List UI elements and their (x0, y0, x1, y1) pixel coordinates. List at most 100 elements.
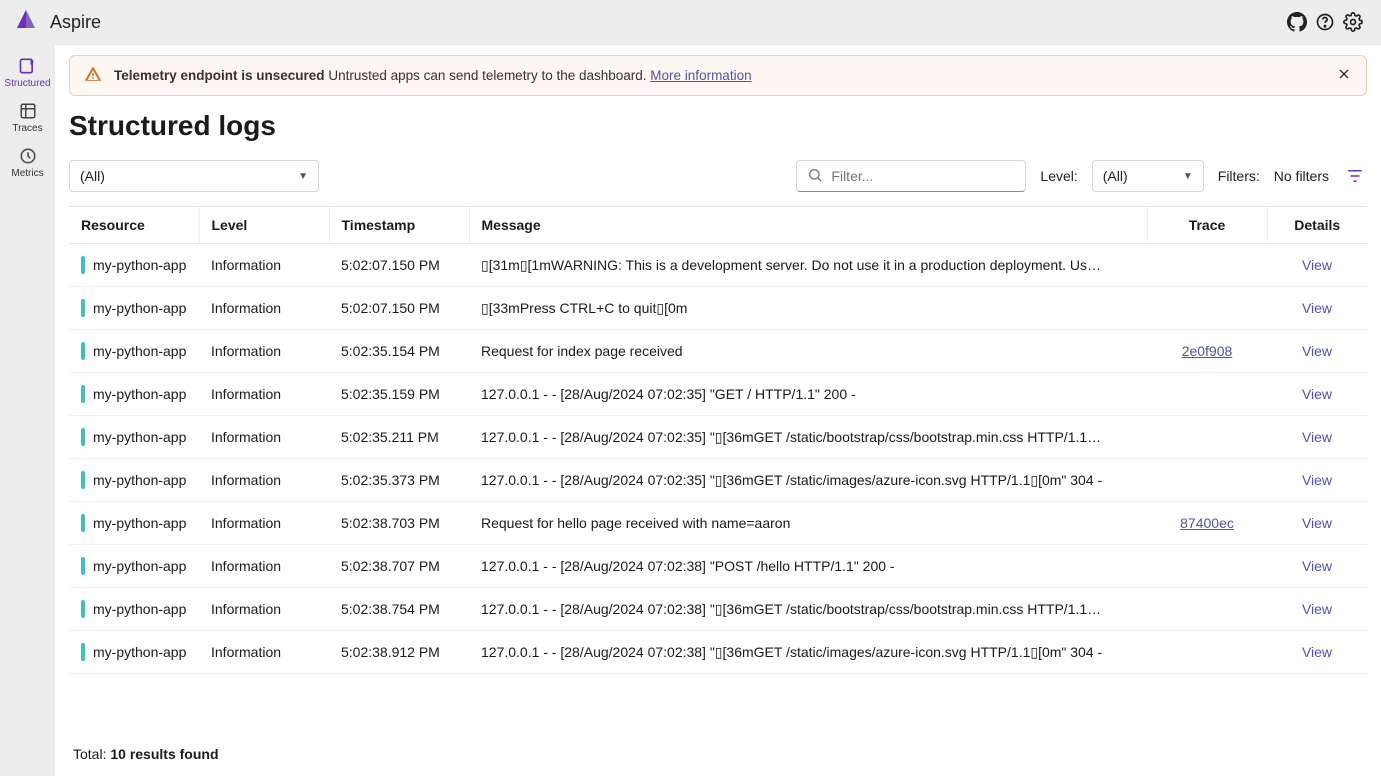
metrics-icon (18, 146, 38, 166)
structured-icon (18, 56, 38, 76)
sidebar: Structured Traces Metrics (0, 44, 55, 776)
level-cell: Information (199, 416, 329, 459)
resource-name: my-python-app (93, 644, 186, 660)
message-cell: Request for hello page received with nam… (469, 502, 1147, 545)
resource-name: my-python-app (93, 300, 186, 316)
resource-name: my-python-app (93, 429, 186, 445)
view-details-link[interactable]: View (1302, 343, 1332, 359)
resource-select-value: (All) (80, 168, 105, 184)
message-cell: ▯[31m▯[1mWARNING: This is a development … (469, 244, 1147, 287)
table-row: my-python-appInformation5:02:35.159 PM12… (69, 373, 1367, 416)
table-row: my-python-appInformation5:02:07.150 PM▯[… (69, 244, 1367, 287)
level-label: Level: (1040, 168, 1077, 184)
message-cell: 127.0.0.1 - - [28/Aug/2024 07:02:38] "▯[… (469, 631, 1147, 674)
view-details-link[interactable]: View (1302, 558, 1332, 574)
resource-name: my-python-app (93, 343, 186, 359)
timestamp-cell: 5:02:38.912 PM (329, 631, 469, 674)
col-details[interactable]: Details (1267, 207, 1367, 244)
alert-close-icon[interactable] (1336, 66, 1352, 85)
resource-color-bar (81, 600, 85, 618)
warning-icon (84, 65, 102, 86)
view-details-link[interactable]: View (1302, 300, 1332, 316)
sidebar-item-metrics[interactable]: Metrics (0, 140, 55, 183)
col-resource[interactable]: Resource (69, 207, 199, 244)
table-row: my-python-app Information5:02:38.912 PM12… (69, 631, 1367, 674)
col-level[interactable]: Level (199, 207, 329, 244)
main-content: Telemetry endpoint is unsecured Untruste… (55, 44, 1381, 776)
search-input[interactable] (831, 168, 1015, 184)
sidebar-item-label: Traces (12, 123, 42, 134)
timestamp-cell: 5:02:35.373 PM (329, 459, 469, 502)
controls-bar: (All) ▼ Level: (All) ▼ Filters: No filte… (69, 160, 1367, 192)
logs-table-wrap: Resource Level Timestamp Message Trace D… (69, 206, 1367, 718)
col-trace[interactable]: Trace (1147, 207, 1267, 244)
resource-color-bar (81, 557, 85, 575)
view-details-link[interactable]: View (1302, 472, 1332, 488)
level-cell: Information (199, 459, 329, 502)
level-select[interactable]: (All) ▼ (1092, 160, 1204, 192)
timestamp-cell: 5:02:35.159 PM (329, 373, 469, 416)
table-row: my-python-appInformation5:02:35.211 PM12… (69, 416, 1367, 459)
view-details-link[interactable]: View (1302, 515, 1332, 531)
traces-icon (18, 101, 38, 121)
resource-select[interactable]: (All) ▼ (69, 160, 319, 192)
level-cell: Information (199, 631, 329, 674)
view-details-link[interactable]: View (1302, 386, 1332, 402)
table-row: my-python-appInformation5:02:38.703 PMRe… (69, 502, 1367, 545)
view-details-link[interactable]: View (1302, 429, 1332, 445)
trace-link[interactable]: 87400ec (1180, 515, 1234, 531)
resource-color-bar (81, 428, 85, 446)
message-cell: 127.0.0.1 - - [28/Aug/2024 07:02:35] "▯[… (469, 459, 1147, 502)
message-cell: 127.0.0.1 - - [28/Aug/2024 07:02:38] "PO… (469, 545, 1147, 588)
timestamp-cell: 5:02:07.150 PM (329, 287, 469, 330)
level-cell: Information (199, 545, 329, 588)
total-footer: Total: 10 results found (69, 746, 1367, 762)
total-value: 10 results found (110, 746, 218, 762)
view-details-link[interactable]: View (1302, 601, 1332, 617)
resource-color-bar (81, 643, 85, 661)
view-details-link[interactable]: View (1302, 644, 1332, 660)
resource-name: my-python-app (93, 386, 186, 402)
table-row: my-python-appInformation5:02:38.707 PM12… (69, 545, 1367, 588)
level-cell: Information (199, 502, 329, 545)
timestamp-cell: 5:02:38.707 PM (329, 545, 469, 588)
alert-title: Telemetry endpoint is unsecured (114, 68, 325, 83)
resource-name: my-python-app (93, 601, 186, 617)
table-row: my-python-appInformation5:02:07.150 PM▯[… (69, 287, 1367, 330)
level-cell: Information (199, 588, 329, 631)
warning-banner: Telemetry endpoint is unsecured Untruste… (69, 55, 1367, 96)
github-icon[interactable] (1283, 8, 1311, 36)
filters-label: Filters: (1218, 168, 1260, 184)
search-input-wrap[interactable] (796, 160, 1026, 192)
level-select-value: (All) (1103, 168, 1128, 184)
help-icon[interactable] (1311, 8, 1339, 36)
resource-name: my-python-app (93, 472, 186, 488)
col-timestamp[interactable]: Timestamp (329, 207, 469, 244)
topbar: Aspire (0, 0, 1381, 44)
resource-color-bar (81, 514, 85, 532)
alert-more-info-link[interactable]: More information (650, 68, 751, 83)
message-cell: ▯[33mPress CTRL+C to quit▯[0m (469, 287, 1147, 330)
resource-color-bar (81, 342, 85, 360)
table-row: my-python-appInformation5:02:38.754 PM12… (69, 588, 1367, 631)
message-cell: Request for index page received (469, 330, 1147, 373)
sidebar-item-structured[interactable]: Structured (0, 50, 55, 93)
total-prefix: Total: (73, 746, 110, 762)
trace-link[interactable]: 2e0f908 (1182, 343, 1233, 359)
aspire-logo-icon (14, 8, 38, 37)
col-message[interactable]: Message (469, 207, 1147, 244)
alert-body: Untrusted apps can send telemetry to the… (328, 68, 646, 83)
timestamp-cell: 5:02:38.703 PM (329, 502, 469, 545)
table-row: my-python-app Information5:02:35.154 PMRe… (69, 330, 1367, 373)
level-cell: Information (199, 330, 329, 373)
table-row: my-python-app Information5:02:35.373 PM12… (69, 459, 1367, 502)
resource-color-bar (81, 299, 85, 317)
level-cell: Information (199, 244, 329, 287)
sidebar-item-traces[interactable]: Traces (0, 95, 55, 138)
settings-gear-icon[interactable] (1339, 8, 1367, 36)
resource-color-bar (81, 385, 85, 403)
view-details-link[interactable]: View (1302, 257, 1332, 273)
filter-icon[interactable] (1343, 164, 1367, 188)
timestamp-cell: 5:02:35.154 PM (329, 330, 469, 373)
message-cell: 127.0.0.1 - - [28/Aug/2024 07:02:35] "▯[… (469, 416, 1147, 459)
